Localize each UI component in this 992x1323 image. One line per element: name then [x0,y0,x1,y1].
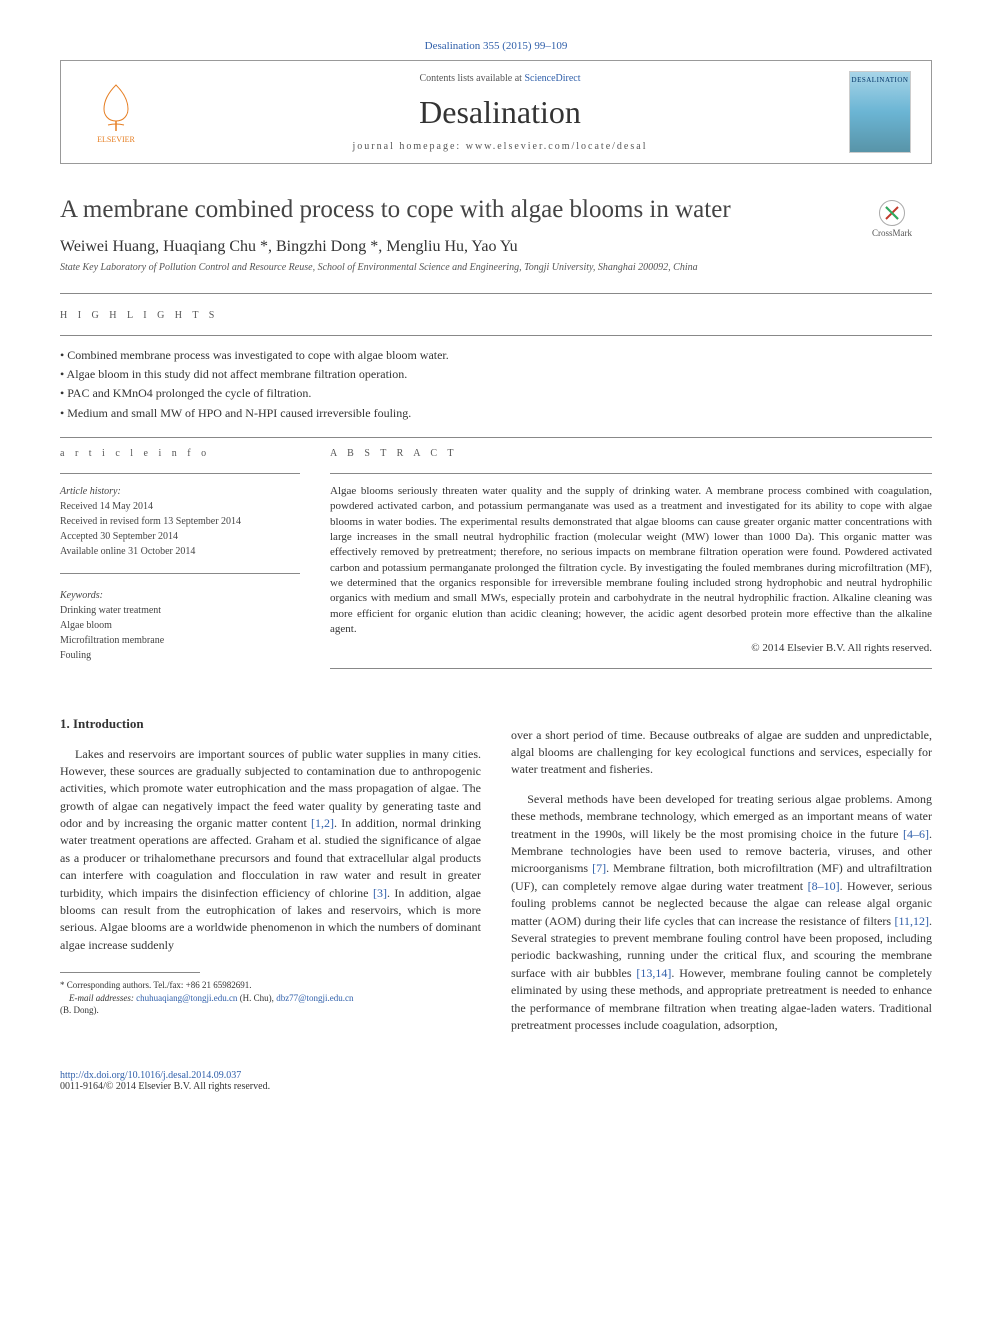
affiliation: State Key Laboratory of Pollution Contro… [60,262,932,273]
citation-link[interactable]: [7] [592,861,606,875]
body-columns: 1. Introduction Lakes and reservoirs are… [60,715,932,1047]
citation-link[interactable]: [1,2] [311,816,334,830]
history-label: Article history: [60,484,300,499]
homepage-line: journal homepage: www.elsevier.com/locat… [151,141,849,152]
keyword: Algae bloom [60,618,300,633]
keyword: Fouling [60,648,300,663]
rule [60,473,300,474]
issn-copyright: 0011-9164/© 2014 Elsevier B.V. All right… [60,1081,932,1092]
journal-reference: Desalination 355 (2015) 99–109 [60,40,932,52]
article-info-col: a r t i c l e i n f o Article history: R… [60,448,300,679]
publisher-name: ELSEVIER [97,135,135,144]
sciencedirect-link[interactable]: ScienceDirect [524,73,580,84]
body-paragraph: over a short period of time. Because out… [511,727,932,779]
header-center: Contents lists available at ScienceDirec… [151,73,849,152]
body-col-right: over a short period of time. Because out… [511,715,932,1047]
rule [60,437,932,438]
email-name2: (B. Dong). [60,1004,481,1017]
highlight-item: Algae bloom in this study did not affect… [60,365,932,384]
keyword: Drinking water treatment [60,603,300,618]
abstract-col: A B S T R A C T Algae blooms seriously t… [330,448,932,679]
highlight-item: Combined membrane process was investigat… [60,346,932,365]
body-col-left: 1. Introduction Lakes and reservoirs are… [60,715,481,1047]
body-paragraph: Several methods have been developed for … [511,791,932,1034]
citation-link[interactable]: [13,14] [636,966,671,980]
abstract-head: A B S T R A C T [330,448,932,459]
citation-link[interactable]: [8–10] [808,879,840,893]
history-received: Received 14 May 2014 [60,499,300,514]
history-online: Available online 31 October 2014 [60,544,300,559]
crossmark-badge[interactable]: CrossMark [852,200,932,238]
citation-link[interactable]: [3] [373,886,387,900]
journal-cover-thumb: DESALINATION [849,71,911,153]
contents-line: Contents lists available at ScienceDirec… [151,73,849,84]
rule [60,293,932,294]
article-info-head: a r t i c l e i n f o [60,448,300,459]
authors: Weiwei Huang, Huaqiang Chu *, Bingzhi Do… [60,238,932,256]
citation-link[interactable]: [11,12] [894,914,929,928]
rule [330,668,932,669]
rule [60,573,300,574]
rule [330,473,932,474]
keywords-label: Keywords: [60,588,300,603]
abstract-copyright: © 2014 Elsevier B.V. All rights reserved… [330,642,932,654]
footnote-rule [60,972,200,973]
crossmark-icon [879,200,905,226]
footnote-block: * Corresponding authors. Tel./fax: +86 2… [60,979,481,1017]
footer-block: http://dx.doi.org/10.1016/j.desal.2014.0… [60,1070,932,1092]
highlights-list: Combined membrane process was investigat… [60,346,932,423]
email-link[interactable]: chuhuaqiang@tongji.edu.cn [136,993,237,1003]
highlight-item: PAC and KMnO4 prolonged the cycle of fil… [60,384,932,403]
tree-icon [92,81,140,133]
homepage-url: www.elsevier.com/locate/desal [466,141,648,152]
journal-title: Desalination [151,94,849,131]
history-accepted: Accepted 30 September 2014 [60,529,300,544]
journal-header-box: ELSEVIER Contents lists available at Sci… [60,60,932,164]
keywords-block: Keywords: Drinking water treatment Algae… [60,588,300,663]
highlight-item: Medium and small MW of HPO and N-HPI cau… [60,404,932,423]
rule [60,335,932,336]
citation-link[interactable]: [4–6] [903,827,929,841]
body-paragraph: Lakes and reservoirs are important sourc… [60,746,481,955]
highlights-head: H I G H L I G H T S [60,310,932,321]
corresponding-note: * Corresponding authors. Tel./fax: +86 2… [60,979,481,992]
article-title: A membrane combined process to cope with… [60,196,932,224]
elsevier-logo: ELSEVIER [81,72,151,152]
info-abstract-row: a r t i c l e i n f o Article history: R… [60,448,932,679]
keyword: Microfiltration membrane [60,633,300,648]
email-line: E-mail addresses: chuhuaqiang@tongji.edu… [60,992,481,1005]
abstract-text: Algae blooms seriously threaten water qu… [330,484,932,638]
intro-head: 1. Introduction [60,715,481,734]
email-link[interactable]: dbz77@tongji.edu.cn [276,993,353,1003]
doi-link[interactable]: http://dx.doi.org/10.1016/j.desal.2014.0… [60,1070,241,1081]
article-history: Article history: Received 14 May 2014 Re… [60,484,300,559]
history-revised: Received in revised form 13 September 20… [60,514,300,529]
